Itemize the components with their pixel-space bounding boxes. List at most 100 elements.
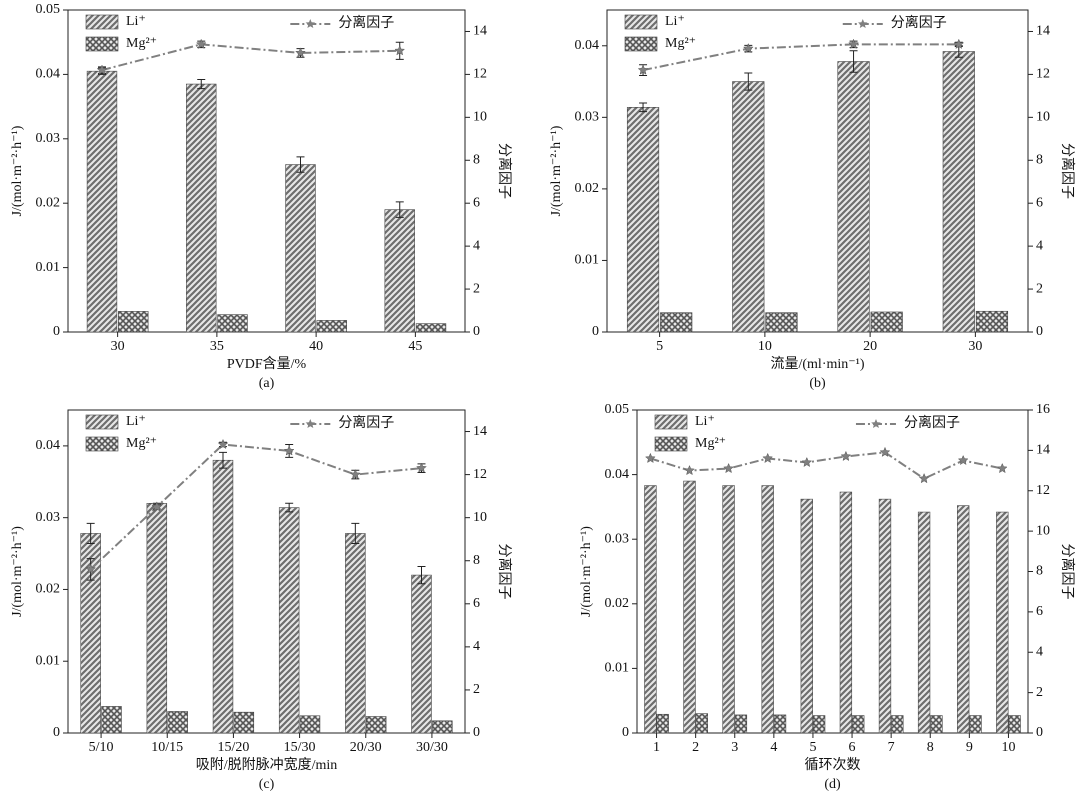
bar (233, 711, 255, 734)
y2-tick-label: 0 (1036, 324, 1043, 339)
bar (942, 51, 975, 333)
bar (626, 107, 660, 333)
y-tick-label: 0 (622, 725, 629, 740)
bar (732, 81, 765, 333)
y-tick-label: 0.02 (575, 181, 600, 196)
y2-tick-label: 12 (473, 467, 487, 482)
y-tick-label: 0.02 (605, 596, 630, 611)
x-tick-label: 15/20 (217, 740, 249, 755)
plot-frame (67, 9, 466, 333)
legend-marker (858, 19, 868, 28)
y-tick-label: 0.04 (36, 67, 61, 82)
bar (722, 485, 735, 734)
y-tick-label: 0.01 (36, 653, 61, 668)
bar (765, 312, 798, 333)
x-tick-label: 5 (656, 339, 663, 354)
x-tick-label: 20 (863, 339, 877, 354)
marker (723, 462, 734, 474)
bar (384, 209, 415, 333)
y2-tick-label: 8 (473, 152, 480, 167)
error-bar (744, 72, 753, 91)
y2-tick-label: 6 (473, 596, 480, 611)
bar (660, 312, 693, 333)
y2-tick-label: 10 (1036, 523, 1050, 538)
y2-tick-label: 0 (473, 725, 480, 740)
bar (761, 485, 774, 734)
error-bar (849, 50, 858, 73)
bar (365, 716, 387, 734)
bar (695, 713, 708, 734)
y-tick-label: 0.03 (36, 510, 61, 525)
line (89, 443, 422, 571)
bar (644, 485, 657, 734)
y-tick-label: 0.01 (36, 260, 61, 275)
y2-tick-label: 12 (1036, 483, 1050, 498)
y-tick-label: 0.03 (36, 131, 61, 146)
marker (349, 468, 361, 480)
y2-tick-label: 14 (1036, 24, 1050, 39)
y2-tick-label: 16 (1036, 402, 1050, 417)
error-bar (285, 502, 294, 513)
bar (299, 715, 321, 734)
y-tick-label: 0.05 (605, 402, 630, 417)
x-tick-label: 45 (408, 339, 422, 354)
bar (957, 505, 970, 734)
y-tick-label: 0.05 (36, 2, 61, 17)
x-tick-label: 5/10 (89, 740, 114, 755)
bar (1008, 715, 1021, 734)
bar (878, 498, 892, 734)
legend-label: Li⁺ (665, 14, 685, 29)
plot-frame (606, 9, 1029, 333)
caption: (d) (824, 777, 841, 792)
y2-tick-label: 2 (473, 281, 480, 296)
y2-tick-label: 0 (473, 324, 480, 339)
x-tick-label: 15/30 (284, 740, 316, 755)
legend-marker (305, 419, 316, 428)
marker (762, 452, 774, 464)
marker (918, 472, 930, 484)
y2-tick-label: 6 (1036, 604, 1043, 619)
marker (996, 462, 1008, 474)
bar (996, 511, 1009, 734)
y2-tick-label: 2 (1036, 685, 1043, 700)
y2-tick-label: 8 (1036, 564, 1043, 579)
legend-swatch (654, 436, 688, 452)
x-tick-label: 6 (849, 740, 856, 755)
y-tick-label: 0.04 (605, 467, 630, 482)
y-axis-label: J/(mol·m⁻²·h⁻¹) (10, 526, 25, 617)
marker (644, 452, 656, 464)
x-axis-label: PVDF含量/% (227, 356, 307, 372)
legend-label: 分离因子 (904, 414, 960, 431)
x-tick-label: 35 (210, 339, 224, 354)
x-axis-label: 流量/(ml·min⁻¹) (770, 356, 864, 372)
marker (394, 45, 406, 56)
bar (975, 310, 1009, 333)
marker (85, 563, 97, 574)
bar (432, 720, 453, 734)
y2-tick-label: 2 (473, 682, 480, 697)
legend-swatch (624, 36, 658, 52)
plot-frame (67, 409, 466, 734)
error-bar (417, 565, 426, 585)
x-tick-label: 4 (770, 740, 777, 755)
bar (146, 503, 168, 734)
error-bar (639, 102, 648, 113)
legend-marker (305, 19, 316, 28)
marker (217, 438, 229, 450)
bar (852, 715, 865, 734)
y2-tick-label: 8 (473, 553, 480, 568)
bar (285, 164, 316, 333)
x-tick-label: 7 (888, 740, 895, 755)
line (650, 451, 1003, 480)
y2-axis-label: 分离因子 (496, 143, 513, 199)
legend-swatch (624, 14, 658, 30)
bar (870, 311, 903, 333)
marker (195, 38, 207, 49)
y2-tick-label: 4 (1036, 238, 1043, 253)
bar (800, 498, 813, 734)
bar (316, 320, 347, 333)
y-axis-label: J/(mol·m⁻²·h⁻¹) (549, 125, 564, 216)
marker (840, 450, 852, 462)
bar (101, 706, 122, 734)
